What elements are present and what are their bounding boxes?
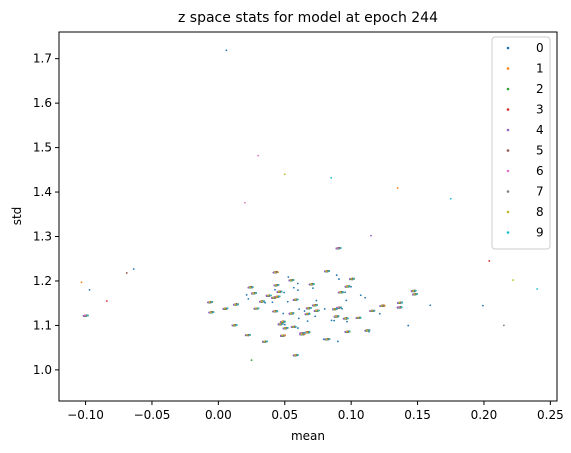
point-series-0 (245, 294, 248, 296)
point-series-0 (315, 299, 318, 302)
point-series-0 (335, 274, 338, 277)
point-series-0 (350, 285, 352, 288)
point-series-0 (283, 291, 285, 294)
point-series-0 (345, 299, 348, 302)
point-series-0 (378, 312, 381, 315)
point-series-0 (303, 310, 306, 312)
point-series-0 (297, 289, 299, 292)
point-series-0 (296, 282, 299, 285)
point-series-0 (330, 319, 333, 322)
point-series-0 (286, 300, 289, 303)
point-series-0 (264, 301, 267, 304)
point-series-0 (287, 276, 290, 278)
point-series-0 (274, 288, 276, 291)
point-series-0 (341, 307, 343, 310)
point-series-0 (247, 297, 250, 300)
point-series-0 (429, 304, 432, 307)
point-series-0 (292, 286, 295, 289)
point-series-0 (338, 278, 340, 280)
point-series-0 (407, 324, 410, 327)
point-series-0 (482, 304, 484, 307)
point-series-0 (322, 338, 325, 341)
point-series-0 (336, 340, 339, 343)
point-series-0 (282, 312, 285, 315)
point-series-0 (346, 320, 348, 323)
point-series-0 (297, 317, 300, 320)
point-series-0 (297, 327, 299, 329)
chart-title: z space stats for model at epoch 244 (178, 10, 438, 26)
point-series-0 (323, 308, 326, 310)
point-series-0 (298, 308, 301, 311)
point-series-0 (132, 268, 135, 270)
point-series-0 (364, 296, 367, 299)
points-layer (80, 49, 538, 361)
point-series-0 (283, 323, 286, 326)
point-series-0 (271, 301, 274, 304)
point-series-0 (306, 320, 309, 322)
point-series-0 (359, 294, 362, 297)
point-series-0 (314, 315, 317, 318)
point-series-0 (344, 291, 347, 294)
point-series-0 (333, 319, 336, 322)
point-series-0 (312, 287, 314, 290)
